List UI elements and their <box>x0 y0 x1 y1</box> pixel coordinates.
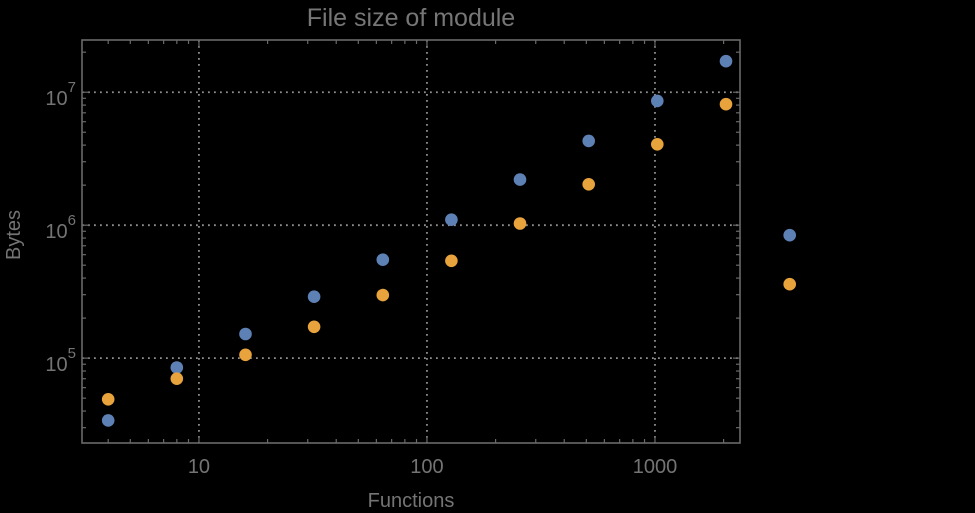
x-tick-labels: 10 100 1000 <box>188 456 677 478</box>
data-point-blue <box>719 54 733 68</box>
data-point-orange <box>170 372 184 386</box>
data-point-orange <box>239 348 252 362</box>
data-point-blue <box>170 361 184 374</box>
data-point-blue <box>239 327 252 341</box>
x-tick-label: 10 <box>188 456 210 478</box>
gridlines <box>82 40 740 443</box>
data-point-orange <box>582 178 595 191</box>
data-point-blue <box>307 290 321 304</box>
x-tick-label: 1000 <box>633 456 678 478</box>
y-axis-label: Bytes <box>3 210 25 260</box>
y-tick-exponent: 7 <box>68 79 76 96</box>
data-point-orange <box>651 138 664 151</box>
x-tick-label: 100 <box>410 456 443 478</box>
tick-marks <box>82 40 740 443</box>
y-tick-base: 10 <box>45 354 67 376</box>
y-tick-base: 10 <box>45 88 67 110</box>
data-point-blue <box>445 213 458 226</box>
data-point-orange <box>513 217 527 230</box>
data-point-blue <box>101 414 115 427</box>
x-axis-label: Functions <box>368 490 455 512</box>
data-point-orange <box>783 277 796 291</box>
y-tick-exponent: 5 <box>68 345 76 362</box>
data-point-orange <box>719 97 733 111</box>
data-point-blue <box>582 134 595 148</box>
series-orange-points <box>101 97 796 406</box>
data-point-orange <box>307 320 321 334</box>
data-point-blue <box>651 94 664 108</box>
data-point-blue <box>376 253 390 266</box>
data-point-orange <box>445 254 458 268</box>
data-point-blue <box>513 173 527 186</box>
plot-frame <box>81 39 741 444</box>
data-point-orange <box>376 288 390 302</box>
data-point-orange <box>101 393 115 406</box>
chart-title: File size of module <box>307 4 515 32</box>
y-tick-label: 105 <box>45 345 76 376</box>
series-blue-points <box>101 54 796 427</box>
y-tick-base: 10 <box>45 221 67 243</box>
data-point-blue <box>783 228 796 242</box>
y-tick-label: 106 <box>45 212 76 243</box>
y-tick-label: 107 <box>45 79 76 110</box>
y-tick-exponent: 6 <box>68 212 76 229</box>
